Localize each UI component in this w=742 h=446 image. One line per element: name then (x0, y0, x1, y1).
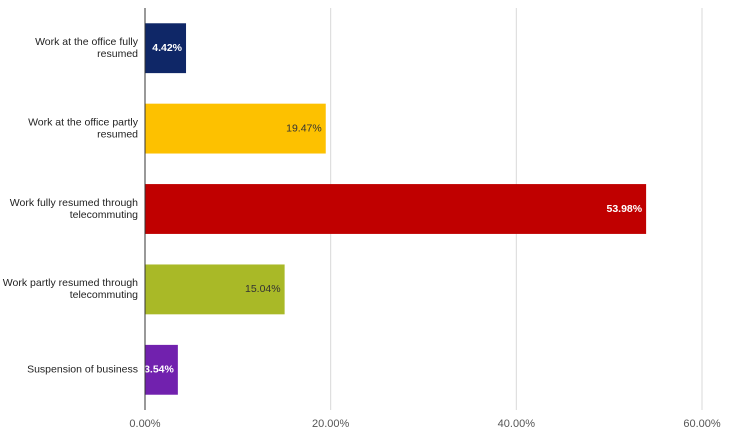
bar (145, 103, 326, 154)
category-label-line: resumed (97, 128, 138, 140)
data-label: 3.54% (144, 364, 174, 376)
x-tick-label: 0.00% (129, 418, 160, 430)
category-label-line: Work at the office partly (28, 116, 139, 128)
category-label-line: Work at the office fully (35, 36, 139, 48)
category-label-line: Work fully resumed through (10, 197, 138, 209)
category-label-line: Suspension of business (27, 364, 138, 376)
data-label: 53.98% (606, 203, 642, 215)
bar (145, 264, 285, 315)
data-label: 15.04% (245, 283, 281, 295)
category-label-line: resumed (97, 48, 138, 60)
category-label: Work at the office partly resumed (28, 116, 139, 140)
bars: 4.42% 19.47% 53.98% 15.04% 3.54% (144, 23, 647, 395)
data-label: 4.42% (152, 42, 182, 54)
category-label: Work at the office fully resumed (35, 36, 139, 60)
category-label-line: telecommuting (70, 209, 138, 221)
category-label: Work fully resumed through telecommuting (10, 197, 138, 221)
bar (145, 184, 647, 234)
bar (145, 344, 178, 395)
x-tick-label: 60.00% (683, 418, 721, 430)
data-label: 19.47% (286, 122, 322, 134)
x-tick-labels: 0.00% 20.00% 40.00% 60.00% (129, 418, 720, 430)
category-label: Suspension of business (27, 364, 138, 376)
category-label-line: telecommuting (70, 289, 138, 301)
category-label-line: Work partly resumed through (3, 277, 138, 289)
category-label: Work partly resumed through telecommuting (3, 277, 138, 301)
bar (145, 23, 187, 74)
x-tick-label: 40.00% (498, 418, 536, 430)
x-tick-label: 20.00% (312, 418, 350, 430)
